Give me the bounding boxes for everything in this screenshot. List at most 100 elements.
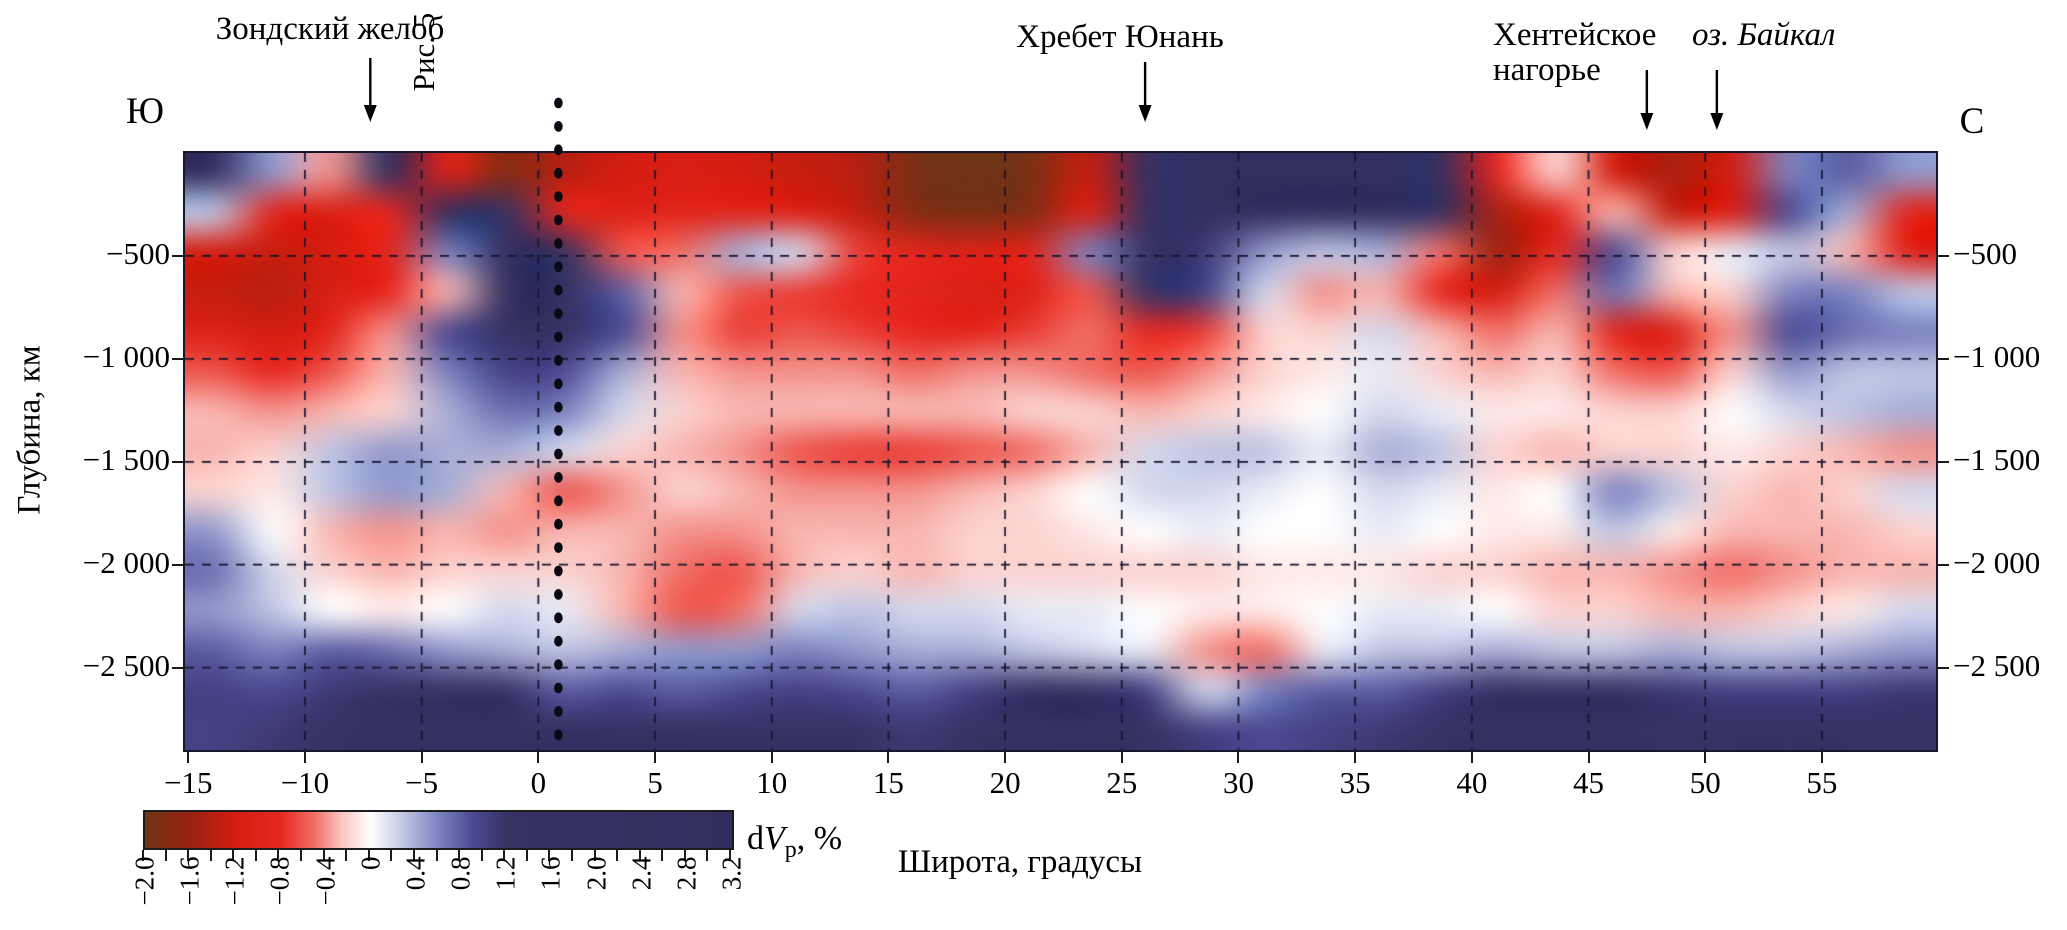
annotation-yunnan-ridge: Хребет Юнань [1016,19,1224,55]
colorbar-tick [300,850,303,861]
colorbar-tick-label: −1.6 [174,856,205,906]
colorbar-tick-label: 2.8 [671,856,702,891]
colorbar-tick [277,850,280,861]
x-tick-mark [420,750,423,763]
colorbar-tick-label: 2.4 [626,856,657,891]
x-tick-label: −5 [405,765,439,800]
colorbar-tick [548,850,551,861]
x-tick-label: 30 [1222,765,1254,800]
colorbar-tick-label: 0.4 [400,856,431,891]
annotation-arrowhead [1640,113,1654,130]
colorbar-tick [706,850,709,861]
colorbar-tick-label: 0 [355,856,386,871]
x-tick-mark [1820,750,1823,763]
colorbar-tick-label: 1.6 [535,856,566,891]
x-tick-mark [887,750,890,763]
heatmap-canvas [185,153,1936,750]
colorbar-tick [503,850,506,861]
x-tick-label: −15 [164,765,213,800]
x-tick-label: 25 [1106,765,1138,800]
colorbar-title-units: , % [796,820,843,857]
x-tick-mark [1120,750,1123,763]
x-tick-mark [1237,750,1240,763]
x-tick-label: 15 [872,765,904,800]
y-tick-label-left: −1 500 [82,441,170,477]
x-tick-label: −10 [280,765,330,800]
x-tick-label: 35 [1339,765,1371,800]
colorbar-tick-label: −2.0 [129,856,160,906]
profile-figure-label: Рис. 5 [406,12,441,92]
y-tick-label-right: −2 500 [1953,647,2041,683]
colorbar-tick [616,850,619,861]
colorbar-tick [570,850,573,861]
colorbar-tick [525,850,528,861]
y-tick-mark-right [1936,563,1949,566]
x-tick-mark [1470,750,1473,763]
x-tick-label: 0 [530,765,547,800]
y-tick-mark-left [172,357,185,360]
y-tick-mark-right [1936,357,1949,360]
x-tick-mark [770,750,773,763]
colorbar-title: dVp, % [747,820,842,864]
colorbar-tick [187,850,190,861]
colorbar-tick [232,850,235,861]
orientation-south-label: Ю [125,91,165,132]
colorbar-tick-label: −1.2 [219,856,250,906]
colorbar-tick [390,850,393,861]
y-tick-mark-right [1936,460,1949,463]
x-tick-label: 50 [1689,765,1721,800]
y-tick-label-right: −1 500 [1953,441,2041,477]
annotation-lake-baikal: оз. Байкал [1692,17,1836,53]
x-tick-mark [1004,750,1007,763]
colorbar-tick-label: 0.8 [445,856,476,891]
y-tick-mark-left [172,563,185,566]
colorbar-tick [480,850,483,861]
x-tick-mark [537,750,540,763]
colorbar [143,810,734,850]
colorbar-tick [322,850,325,861]
x-tick-mark [1704,750,1707,763]
colorbar-title-v: V [764,820,785,857]
x-tick-label: 5 [647,765,663,800]
x-tick-label: 20 [989,765,1021,800]
annotation-arrowhead [1138,105,1152,122]
colorbar-tick [661,850,664,861]
colorbar-tick-label: 2.0 [581,856,612,891]
x-tick-label: 10 [756,765,788,800]
heatmap-plot-area [183,151,1938,752]
orientation-north-label: С [1959,101,1985,142]
colorbar-tick-label: 3.2 [716,856,747,891]
colorbar-tick [345,850,348,861]
x-tick-mark [303,750,306,763]
y-tick-mark-left [172,460,185,463]
colorbar-tick [367,850,370,861]
annotation-sunda-trench: Зондский желоб [215,11,445,47]
x-tick-label: 40 [1456,765,1488,800]
y-tick-label-right: −2 000 [1953,544,2041,580]
x-axis-title: Широта, градусы [897,844,1143,880]
x-tick-mark [1587,750,1590,763]
y-tick-label-right: −1 000 [1953,338,2041,374]
x-tick-label: 45 [1573,765,1604,800]
colorbar-tick [254,850,257,861]
x-tick-mark [654,750,656,763]
colorbar-title-sub: p [784,836,797,863]
colorbar-tick [164,850,167,861]
colorbar-tick-label: −0.4 [310,856,341,906]
y-tick-label-left: −1 000 [82,338,170,374]
y-tick-label-left: −500 [106,235,170,271]
y-tick-label-left: −2 500 [82,647,170,683]
annotation-arrowhead [1710,113,1724,130]
y-tick-label-right: −500 [1953,235,2017,271]
colorbar-tick-label: −0.8 [264,856,295,906]
colorbar-tick [142,850,144,861]
y-tick-mark-right [1936,254,1949,257]
colorbar-tick [638,850,641,861]
colorbar-tick [729,850,731,861]
y-tick-mark-left [172,254,185,257]
x-tick-mark [187,750,190,763]
colorbar-tick [209,850,212,861]
colorbar-tick [458,850,461,861]
x-tick-label: 55 [1806,765,1838,800]
